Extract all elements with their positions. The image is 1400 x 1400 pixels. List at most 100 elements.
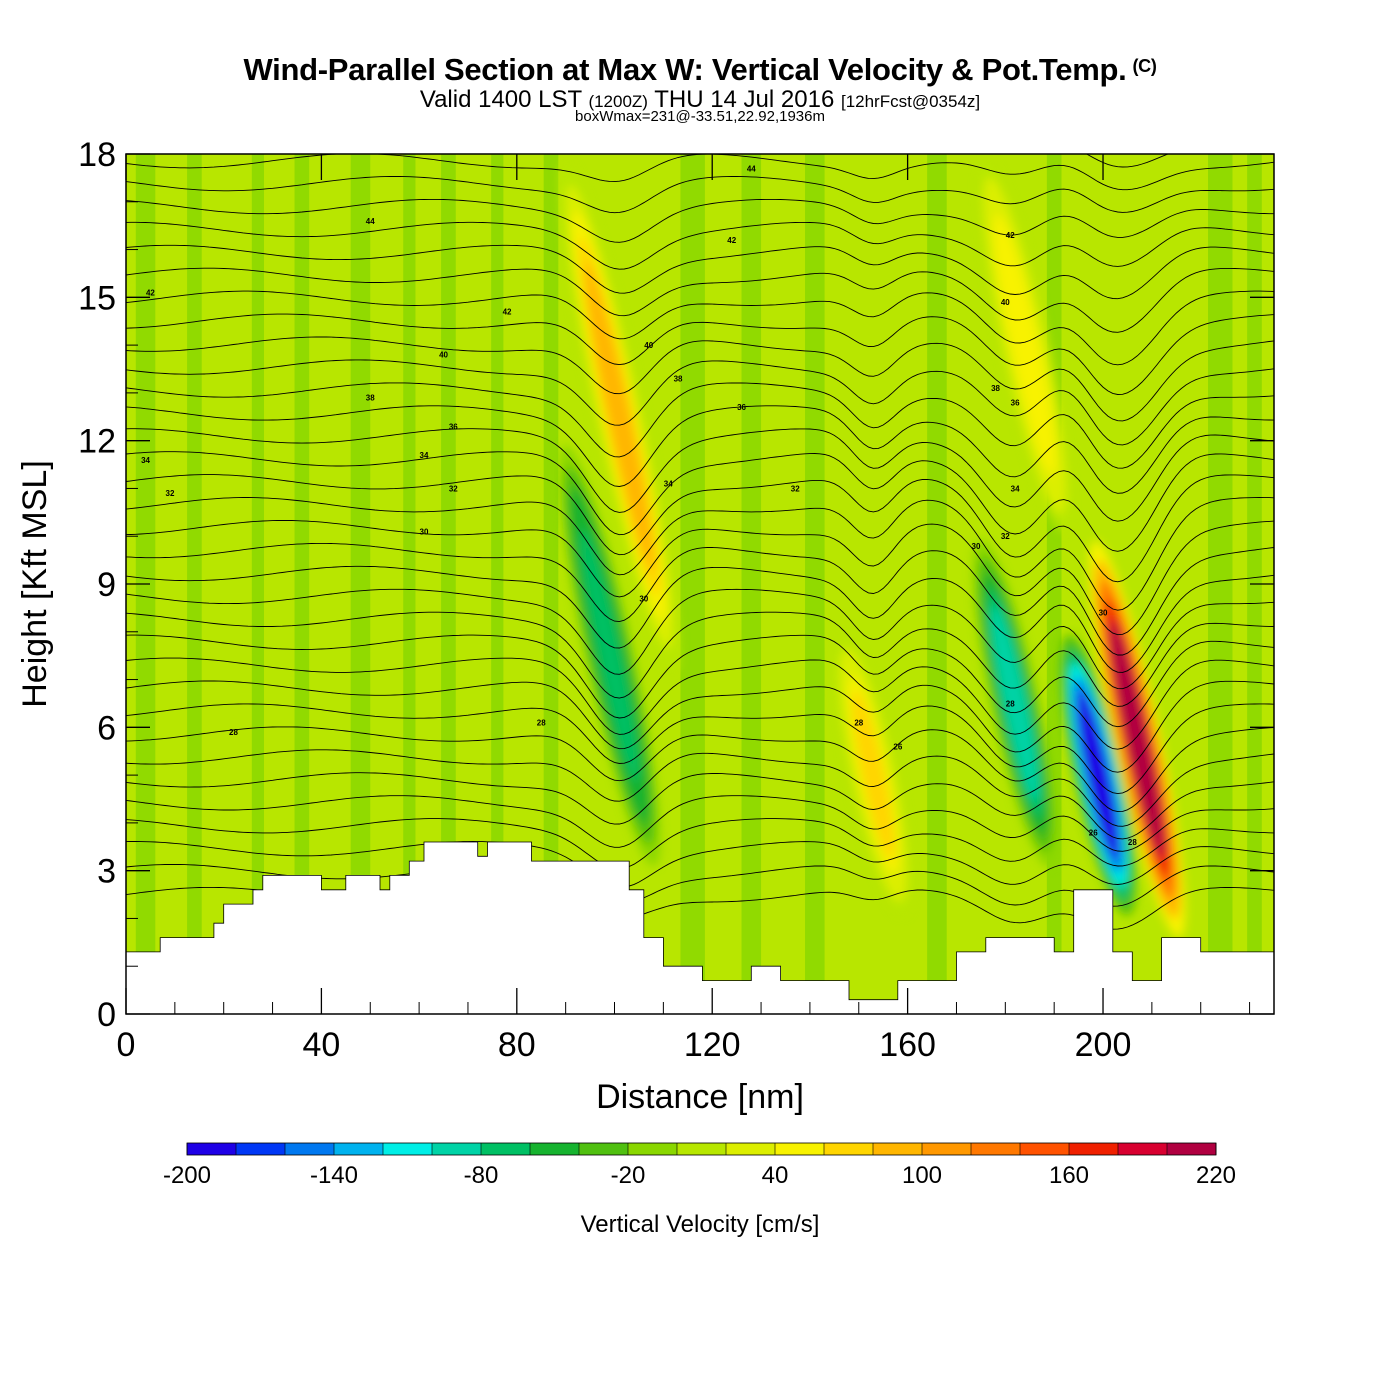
terrain-mask <box>126 841 1274 1014</box>
contour-label: 34 <box>664 480 673 489</box>
colorbar-swatch <box>383 1143 433 1155</box>
colorbar-frame <box>186 1142 1217 1156</box>
colorbar-swatch <box>677 1143 727 1155</box>
contour-label-text: 36 <box>737 403 746 412</box>
x-tick-label: 80 <box>498 1026 536 1064</box>
colorbar-swatch <box>775 1143 825 1155</box>
contour-label: 40 <box>1001 298 1010 307</box>
contour-label: 32 <box>166 489 175 498</box>
isentrope-line <box>126 451 1274 552</box>
vv-feature-downdraft <box>991 605 1039 802</box>
isentrope-line <box>126 497 1274 611</box>
vv-feature-updraft <box>1109 620 1165 859</box>
contour-label-text: 34 <box>420 451 429 460</box>
valid-zulu: (1200Z) <box>588 92 648 111</box>
boxwmax-line: boxWmax=231@-33.51,22.92,1936m <box>575 108 825 125</box>
contour-label-text: 44 <box>366 217 375 226</box>
isentrope-line <box>126 565 1274 673</box>
colorbar-swatch <box>628 1143 678 1155</box>
isentrope-line <box>126 588 1274 690</box>
vv-band <box>403 154 416 1014</box>
colorbar-swatch <box>1020 1143 1070 1155</box>
contour-label-text: 36 <box>1011 398 1020 407</box>
y-tick-label: 6 <box>97 709 116 747</box>
colorbar-swatch <box>187 1143 237 1155</box>
isentrope-line <box>126 772 1274 840</box>
vv-band <box>1046 154 1062 1014</box>
contour-label-text: 28 <box>537 719 546 728</box>
vv-band <box>680 154 705 1014</box>
contour-label: 44 <box>747 164 756 173</box>
contour-label-text: 38 <box>991 384 1000 393</box>
contour-label: 26 <box>1089 828 1098 837</box>
x-tick-label: 120 <box>684 1026 741 1064</box>
contour-label: 32 <box>449 484 458 493</box>
contour-label-text: 42 <box>1006 231 1015 240</box>
contour-label: 28 <box>854 719 863 728</box>
contour-label-text: 26 <box>893 742 902 751</box>
contour-label-text: 26 <box>1089 828 1098 837</box>
vv-band <box>543 154 559 1014</box>
vv-feature-updraft <box>998 232 1051 458</box>
colorbar-tick-label: -20 <box>611 1162 646 1189</box>
contour-label: 42 <box>727 236 736 245</box>
vv-feature-downdraft <box>580 529 639 782</box>
colorbar-swatch <box>236 1143 286 1155</box>
isentrope-line <box>126 542 1274 656</box>
isentrope-line <box>126 680 1274 773</box>
contour-label: 36 <box>449 422 458 431</box>
contour-label: 40 <box>439 351 448 360</box>
contour-label-text: 32 <box>166 489 175 498</box>
colorbar <box>186 1142 1217 1156</box>
contour-label: 36 <box>1011 398 1020 407</box>
contour-label-text: 40 <box>644 341 653 350</box>
isentrope-line <box>126 405 1274 494</box>
contour-label-text: 38 <box>366 394 375 403</box>
colorbar-swatch <box>432 1143 482 1155</box>
isentrope-line <box>126 795 1274 852</box>
colorbar-tick-label: 100 <box>902 1162 942 1189</box>
colorbar-tick-label: 220 <box>1196 1162 1236 1189</box>
isentrope-line <box>126 657 1274 750</box>
isentrope-line <box>126 474 1274 583</box>
y-tick-label: 3 <box>97 853 116 891</box>
contour-label: 42 <box>503 308 512 317</box>
colorbar-swatch <box>481 1143 531 1155</box>
colorbar-tick-label: 40 <box>762 1162 789 1189</box>
isentrope-line <box>126 703 1274 795</box>
contour-label-text: 30 <box>420 527 429 536</box>
contour-label-text: 30 <box>639 594 648 603</box>
isentrope-line <box>126 290 1274 366</box>
x-tick-label: 0 <box>117 1026 136 1064</box>
vv-band <box>294 154 310 1014</box>
contour-label: 30 <box>420 527 429 536</box>
isentrope-line <box>126 382 1274 469</box>
contour-label: 28 <box>229 728 238 737</box>
contour-label-text: 38 <box>674 375 683 384</box>
colorbar-swatch <box>1118 1143 1168 1155</box>
contour-label-text: 32 <box>1001 532 1010 541</box>
contour-label: 40 <box>644 341 653 350</box>
contour-label-text: 30 <box>1099 609 1108 618</box>
contour-label-text: 42 <box>727 236 736 245</box>
vv-feature-downdraft <box>1077 690 1119 860</box>
isentrope-line <box>126 198 1274 243</box>
x-axis-label: Distance [nm] <box>596 1078 804 1116</box>
contour-label: 38 <box>674 375 683 384</box>
y-axis-label: Height [Kft MSL] <box>16 460 54 708</box>
colorbar-swatch <box>285 1143 335 1155</box>
contour-label: 28 <box>1128 838 1137 847</box>
isentrope-line <box>126 749 1274 827</box>
y-tick-label: 15 <box>78 279 116 317</box>
colorbar-swatch <box>971 1143 1021 1155</box>
contour-label-text: 30 <box>972 542 981 551</box>
isentrope-line <box>126 176 1274 214</box>
contour-label: 42 <box>146 289 155 298</box>
contour-label: 36 <box>737 403 746 412</box>
vv-band <box>927 154 947 1014</box>
contour-label-text: 32 <box>449 484 458 493</box>
contour-label-text: 28 <box>1128 838 1137 847</box>
colorbar-swatch <box>1069 1143 1119 1155</box>
